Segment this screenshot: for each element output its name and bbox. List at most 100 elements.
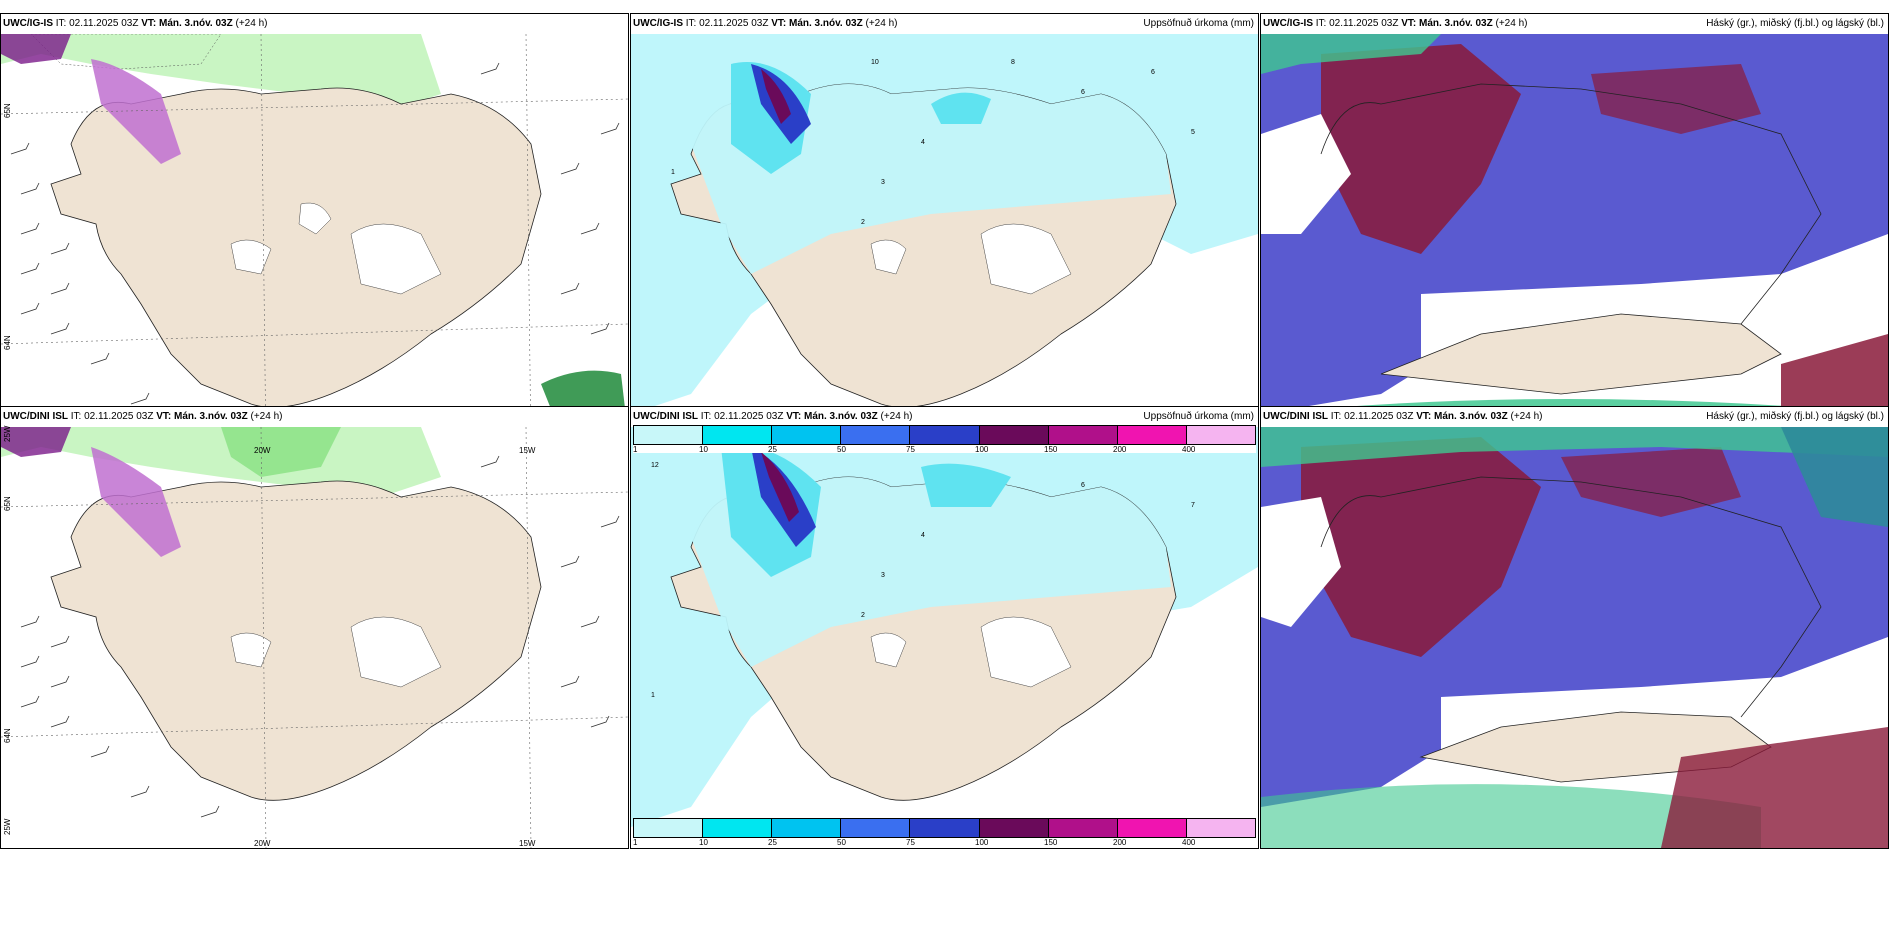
valid-time: VT: Mán. 3.nóv. 03Z bbox=[156, 411, 248, 422]
wind-precip-map bbox=[1, 427, 628, 848]
colorbar-tick: 200 bbox=[1113, 445, 1127, 454]
coastline bbox=[1320, 476, 1822, 718]
colorbar-swatch bbox=[910, 819, 980, 837]
colorbar-tick: 200 bbox=[1113, 838, 1127, 847]
svg-text:3: 3 bbox=[881, 572, 885, 579]
precip-map: 10 8 6 6 5 4 3 2 1 bbox=[631, 34, 1258, 455]
colorbar-tick: 150 bbox=[1044, 838, 1058, 847]
purple-precip-core bbox=[761, 69, 791, 124]
colorbar-tick: 50 bbox=[837, 445, 846, 454]
cyan-precip-area bbox=[921, 463, 1011, 507]
purple-precip-area bbox=[91, 447, 181, 557]
panel-header: UWC/IG-IS IT: 02.11.2025 03Z VT: Mán. 3.… bbox=[3, 18, 267, 29]
colorbar-swatch bbox=[1117, 426, 1187, 444]
precip-colorbar: 1 10 25 50 75 100 150 200 400 bbox=[633, 818, 1256, 847]
cloud-green-area bbox=[1261, 784, 1761, 848]
model-name: UWC/DINI ISL bbox=[633, 411, 698, 422]
colorbar-tick: 100 bbox=[975, 838, 989, 847]
colorbar-tick: 75 bbox=[906, 445, 915, 454]
map-title: Uppsöfnuð úrkoma (mm) bbox=[1143, 18, 1254, 29]
cloud-green-area bbox=[1261, 427, 1888, 467]
colorbar-tick: 25 bbox=[768, 445, 777, 454]
svg-text:2: 2 bbox=[861, 219, 865, 226]
svg-text:1: 1 bbox=[651, 692, 655, 699]
colorbar-tick: 10 bbox=[699, 838, 708, 847]
lon-label: 20W bbox=[254, 446, 271, 455]
panel-dini-precip: UWC/DINI ISL IT: 02.11.2025 03Z VT: Mán.… bbox=[630, 406, 1259, 849]
svg-text:3: 3 bbox=[881, 179, 885, 186]
glacier bbox=[230, 239, 272, 275]
cloud-map bbox=[1261, 427, 1888, 848]
purple-precip-area bbox=[1, 427, 71, 457]
glacier bbox=[980, 616, 1072, 688]
panel-header: UWC/DINI ISL IT: 02.11.2025 03Z VT: Mán.… bbox=[633, 411, 912, 422]
valid-time: VT: Mán. 3.nóv. 03Z bbox=[1416, 411, 1508, 422]
valid-time: VT: Mán. 3.nóv. 03Z bbox=[771, 18, 863, 29]
purple-precip-area bbox=[91, 59, 181, 164]
svg-text:4: 4 bbox=[921, 139, 925, 146]
colorbar-swatch bbox=[979, 426, 1049, 444]
lat-label: 25W bbox=[3, 818, 12, 835]
colorbar-tick: 150 bbox=[1044, 445, 1058, 454]
colorbar-tick: 25 bbox=[768, 838, 777, 847]
init-time: IT: 02.11.2025 03Z bbox=[70, 411, 154, 422]
cloud-red-area bbox=[1561, 447, 1741, 517]
glacier bbox=[870, 632, 907, 668]
svg-text:5: 5 bbox=[1191, 129, 1195, 136]
panel-header: UWC/DINI ISL IT: 02.11.2025 03Z VT: Mán.… bbox=[3, 411, 282, 422]
cyan-precip-north bbox=[691, 84, 1171, 274]
init-time: IT: 02.11.2025 03Z bbox=[700, 411, 784, 422]
colorbar-swatch bbox=[979, 819, 1049, 837]
iceland-landmass bbox=[1380, 313, 1782, 395]
precip-map: 10 10 12 6 7 4 3 2 1 bbox=[631, 427, 1258, 848]
init-time: IT: 02.11.2025 03Z bbox=[685, 18, 769, 29]
panel-ig-wind: UWC/IG-IS IT: 02.11.2025 03Z VT: Mán. 3.… bbox=[0, 13, 629, 456]
valid-time: VT: Mán. 3.nóv. 03Z bbox=[141, 18, 233, 29]
svg-text:4: 4 bbox=[921, 532, 925, 539]
colorbar-swatch bbox=[634, 426, 704, 444]
glacier bbox=[230, 632, 272, 668]
colorbar-swatch bbox=[703, 819, 773, 837]
valid-time: VT: Mán. 3.nóv. 03Z bbox=[786, 411, 878, 422]
forecast-offset: (+24 h) bbox=[880, 411, 913, 422]
lon-label: 20W bbox=[254, 839, 271, 848]
cloud-red-area bbox=[1591, 64, 1761, 134]
wind-barbs bbox=[20, 455, 620, 818]
cyan-precip-area bbox=[931, 92, 991, 124]
svg-text:6: 6 bbox=[1151, 69, 1155, 76]
panel-ig-cloud: UWC/IG-IS IT: 02.11.2025 03Z VT: Mán. 3.… bbox=[1260, 13, 1889, 456]
model-name: UWC/IG-IS bbox=[3, 18, 53, 29]
panel-ig-precip: UWC/IG-IS IT: 02.11.2025 03Z VT: Mán. 3.… bbox=[630, 13, 1259, 456]
cloud-red-area bbox=[1661, 727, 1888, 848]
model-name: UWC/IG-IS bbox=[1263, 18, 1313, 29]
green-mid-precip bbox=[221, 427, 341, 477]
panel-dini-cloud: UWC/DINI ISL IT: 02.11.2025 03Z VT: Mán.… bbox=[1260, 406, 1889, 849]
lat-label: 65N bbox=[3, 496, 12, 511]
forecast-offset: (+24 h) bbox=[1510, 411, 1543, 422]
clear-sky bbox=[1261, 114, 1351, 234]
glacier bbox=[350, 223, 442, 295]
svg-text:1: 1 bbox=[671, 169, 675, 176]
cloud-map bbox=[1261, 34, 1888, 455]
panel-header: UWC/IG-IS IT: 02.11.2025 03Z VT: Mán. 3.… bbox=[1263, 18, 1527, 29]
colorbar-swatch bbox=[1186, 819, 1255, 837]
wind-precip-map bbox=[1, 34, 628, 455]
clear-sky bbox=[1261, 497, 1341, 627]
svg-text:8: 8 bbox=[1011, 59, 1015, 66]
map-title: Uppsöfnuð úrkoma (mm) bbox=[1143, 411, 1254, 422]
lat-label: 65N bbox=[3, 103, 12, 118]
purple-precip-core bbox=[761, 452, 799, 522]
forecast-offset: (+24 h) bbox=[235, 18, 268, 29]
colorbar-tick: 1 bbox=[633, 838, 638, 847]
lon-label: 15W bbox=[519, 839, 536, 848]
svg-text:12: 12 bbox=[651, 462, 659, 469]
colorbar-tick: 50 bbox=[837, 838, 846, 847]
colorbar-tick: 75 bbox=[906, 838, 915, 847]
panel-header: UWC/DINI ISL IT: 02.11.2025 03Z VT: Mán.… bbox=[1263, 411, 1542, 422]
svg-text:2: 2 bbox=[861, 612, 865, 619]
forecast-offset: (+24 h) bbox=[250, 411, 283, 422]
panel-dini-wind: UWC/DINI ISL IT: 02.11.2025 03Z VT: Mán.… bbox=[0, 406, 629, 849]
cloud-teal-area bbox=[1781, 427, 1888, 527]
colorbar-swatch bbox=[772, 426, 842, 444]
valid-time: VT: Mán. 3.nóv. 03Z bbox=[1401, 18, 1493, 29]
